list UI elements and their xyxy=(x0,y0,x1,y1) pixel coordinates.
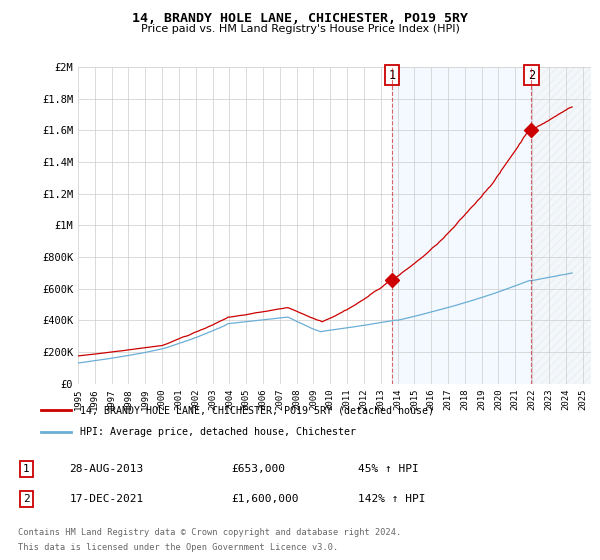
Text: Contains HM Land Registry data © Crown copyright and database right 2024.: Contains HM Land Registry data © Crown c… xyxy=(18,528,401,536)
Text: Price paid vs. HM Land Registry's House Price Index (HPI): Price paid vs. HM Land Registry's House … xyxy=(140,24,460,34)
Bar xyxy=(392,67,532,384)
Text: 142% ↑ HPI: 142% ↑ HPI xyxy=(358,494,425,504)
Bar xyxy=(532,67,591,384)
Text: 14, BRANDY HOLE LANE, CHICHESTER, PO19 5RY: 14, BRANDY HOLE LANE, CHICHESTER, PO19 5… xyxy=(132,12,468,25)
Text: 2: 2 xyxy=(23,494,30,504)
Text: 17-DEC-2021: 17-DEC-2021 xyxy=(70,494,144,504)
Text: 1: 1 xyxy=(23,464,30,474)
Text: £653,000: £653,000 xyxy=(231,464,285,474)
Text: HPI: Average price, detached house, Chichester: HPI: Average price, detached house, Chic… xyxy=(80,427,356,437)
Text: 2: 2 xyxy=(528,69,535,82)
Text: 14, BRANDY HOLE LANE, CHICHESTER, PO19 5RY (detached house): 14, BRANDY HOLE LANE, CHICHESTER, PO19 5… xyxy=(80,405,434,416)
Text: This data is licensed under the Open Government Licence v3.0.: This data is licensed under the Open Gov… xyxy=(18,543,338,552)
Text: 45% ↑ HPI: 45% ↑ HPI xyxy=(358,464,418,474)
Text: £1,600,000: £1,600,000 xyxy=(231,494,298,504)
Text: 1: 1 xyxy=(388,69,395,82)
Text: 28-AUG-2013: 28-AUG-2013 xyxy=(70,464,144,474)
